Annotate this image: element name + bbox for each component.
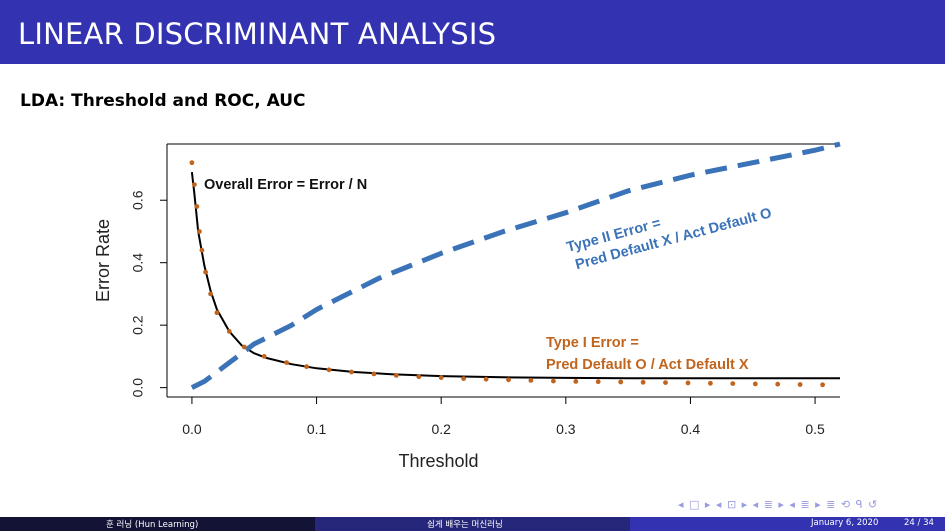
type1-error-point — [730, 381, 736, 386]
type1-error-point — [197, 229, 202, 234]
type1-error-point — [199, 247, 205, 253]
type1-error-point — [192, 182, 197, 188]
slide-subtitle: LDA: Threshold and ROC, AUC — [20, 91, 306, 111]
footer-author: 훈 러닝 (Hun Learning) — [106, 520, 199, 530]
type1-error-point — [393, 373, 399, 378]
y-tick-label: 0.4 — [130, 253, 146, 273]
type1-error-point — [326, 367, 332, 373]
type1-error-point — [551, 378, 556, 384]
x-tick-label: 0.2 — [431, 421, 451, 437]
overall-error-annotation: Overall Error = Error / N — [204, 177, 367, 193]
x-tick-label: 0.1 — [307, 421, 327, 437]
footer-right: January 6, 2020 24 / 34 — [630, 517, 945, 531]
x-tick-label: 0.3 — [556, 421, 576, 437]
overall-error-line — [190, 171, 840, 380]
type1-error-point — [528, 378, 534, 383]
footer-page-number: 24 / 34 — [904, 518, 934, 528]
slide-title: LINEAR DISCRIMINANT ANALYSIS — [18, 17, 497, 51]
type1-error-point — [214, 310, 220, 316]
footer-date: January 6, 2020 — [811, 518, 879, 528]
type1-error-point — [304, 364, 309, 370]
type1-error-point — [820, 382, 825, 388]
x-tick-label: 0.5 — [805, 421, 825, 437]
beamer-navigation-icons[interactable]: ◂ □ ▸ ◂ ⊡ ▸ ◂ ≣ ▸ ◂ ≣ ▸ ≣ ⟲ ᑫ ↺ — [678, 498, 879, 511]
type1-error-point — [483, 376, 489, 382]
footer-bar: 훈 러닝 (Hun Learning) 쉽게 배우는 머신러닝 January … — [0, 517, 945, 531]
type1-error-point — [708, 380, 713, 386]
y-tick-label: 0.2 — [130, 315, 146, 335]
type1-error-point — [752, 381, 758, 387]
type1-error-point — [189, 160, 195, 166]
type1-error-point — [208, 291, 214, 297]
type1-error-point — [371, 371, 377, 377]
type1-error-annotation-line1: Type I Error = — [546, 335, 639, 351]
slide-title-bar: LINEAR DISCRIMINANT ANALYSIS — [0, 0, 945, 64]
type1-error-point — [663, 380, 668, 385]
type1-error-point — [618, 379, 624, 385]
x-tick-label: 0.0 — [182, 421, 202, 437]
x-axis-label: Threshold — [398, 451, 478, 471]
type1-error-point — [573, 379, 579, 384]
chart-plot-area: 0.0 0.1 0.2 0.3 0.4 0.5 0.0 0.2 0.4 0.6 Threshold E… — [93, 141, 841, 471]
type1-error-point — [284, 360, 289, 365]
series-group — [189, 141, 841, 390]
type1-error-point — [226, 329, 232, 334]
type1-error-point — [438, 375, 444, 380]
type1-error-point — [797, 382, 803, 387]
footer-left: 훈 러닝 (Hun Learning) — [0, 517, 315, 531]
type1-error-point — [194, 204, 200, 209]
y-tick-label: 0.6 — [130, 190, 146, 210]
type1-error-annotation-line2: Pred Default O / Act Default X — [546, 357, 749, 373]
type1-error-point — [775, 381, 781, 387]
type1-error-point — [416, 374, 422, 380]
y-axis-label: Error Rate — [93, 219, 113, 302]
type1-error-point — [203, 269, 209, 275]
type1-error-point — [685, 380, 691, 386]
type1-error-point — [461, 376, 466, 381]
type1-error-point — [595, 379, 601, 385]
type1-error-point — [640, 379, 646, 385]
type1-error-point — [261, 354, 267, 359]
type1-error-point — [349, 369, 354, 375]
footer-talk-title: 쉽게 배우는 머신러닝 — [427, 520, 503, 530]
x-tick-label: 0.4 — [681, 421, 701, 437]
y-tick-label: 0.0 — [130, 378, 146, 398]
footer-center: 쉽게 배우는 머신러닝 — [315, 517, 630, 531]
type2-error-line — [190, 141, 841, 390]
type1-error-point — [506, 377, 511, 383]
type1-error-point — [241, 344, 247, 350]
